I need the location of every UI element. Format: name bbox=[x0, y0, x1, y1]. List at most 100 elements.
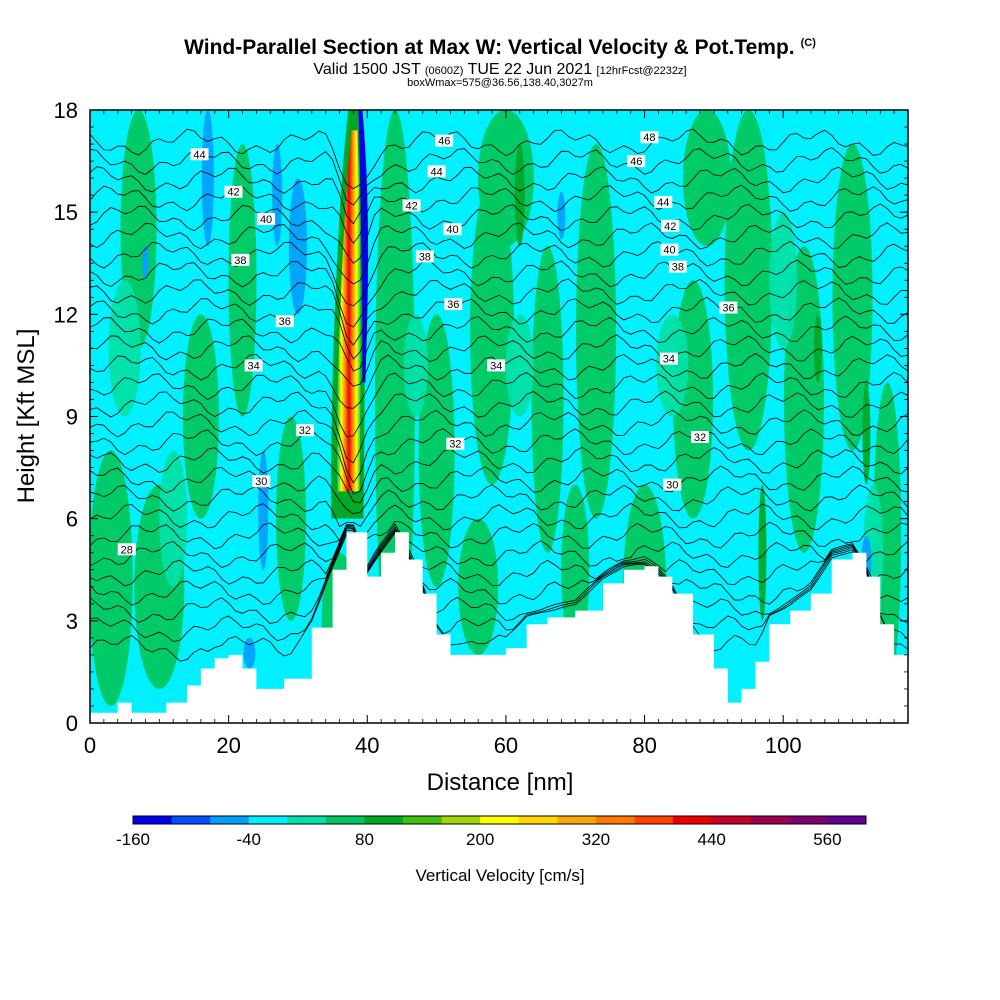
teal-region bbox=[505, 314, 534, 417]
theta-contour-line bbox=[90, 528, 908, 606]
theta-contour-line bbox=[90, 520, 908, 550]
theta-label-box bbox=[117, 543, 136, 556]
colorbar-swatch bbox=[248, 816, 288, 824]
theta-label-box bbox=[661, 219, 680, 232]
green-region bbox=[276, 416, 307, 621]
theta-label: 34 bbox=[490, 360, 502, 372]
theta-label: 30 bbox=[666, 480, 678, 492]
theta-label: 38 bbox=[419, 251, 431, 263]
theta-contour-line bbox=[90, 371, 908, 438]
theta-contour-line bbox=[90, 409, 908, 484]
theta-label: 32 bbox=[449, 439, 461, 451]
x-tick-label: 0 bbox=[84, 733, 96, 758]
theta-label: 44 bbox=[430, 166, 442, 178]
dark-green-streak bbox=[514, 144, 525, 247]
theta-contour-line bbox=[90, 296, 908, 360]
colorbar-swatch bbox=[673, 816, 713, 824]
theta-label: 42 bbox=[664, 221, 676, 233]
dark-green-streak bbox=[813, 314, 822, 383]
x-tick-label: 40 bbox=[355, 733, 379, 758]
theta-label: 40 bbox=[260, 214, 272, 226]
green-region bbox=[458, 518, 499, 655]
box-info: boxWmax=575@36.56,138.40,3027m bbox=[407, 77, 593, 89]
copyright-mark: (C) bbox=[800, 37, 816, 49]
y-tick-label: 12 bbox=[54, 302, 78, 327]
colorbar: -160 -40 80 200 320 440 560 bbox=[116, 815, 867, 849]
theta-contour-line bbox=[90, 390, 908, 464]
colorbar-swatch bbox=[210, 816, 250, 824]
colorbar-swatch bbox=[287, 816, 327, 824]
theta-label-box bbox=[224, 185, 243, 198]
green-region bbox=[832, 144, 873, 451]
theta-label: 42 bbox=[406, 200, 418, 212]
theta-label: 34 bbox=[663, 354, 675, 366]
theta-label-box bbox=[257, 212, 276, 225]
theta-label-box bbox=[435, 134, 454, 147]
theta-label: 34 bbox=[247, 360, 259, 372]
x-tick-label: 20 bbox=[216, 733, 240, 758]
theta-label-box bbox=[446, 437, 465, 450]
theta-label: 38 bbox=[234, 255, 246, 267]
colorbar-tick-label: 200 bbox=[466, 830, 494, 849]
y-tick-label: 3 bbox=[66, 609, 78, 634]
theta-contour-line bbox=[90, 529, 908, 625]
theta-label-box bbox=[415, 250, 434, 263]
theta-label: 48 bbox=[643, 132, 655, 144]
theta-label-box bbox=[275, 315, 294, 328]
theta-label: 36 bbox=[279, 316, 291, 328]
colorbar-swatch bbox=[325, 816, 365, 824]
valid-date: TUE 22 Jun 2021 bbox=[467, 61, 593, 78]
colorbar-swatch bbox=[711, 816, 751, 824]
theta-label-box bbox=[719, 301, 738, 314]
theta-label-box bbox=[190, 148, 209, 161]
theta-contour-labels: 28 30 32 32 32 30 34 34 34 36 36 36 38 38 38 40 40 40 42 42… bbox=[117, 131, 738, 556]
theta-label-box bbox=[244, 359, 263, 372]
theta-contour-line bbox=[90, 532, 908, 662]
theta-label: 46 bbox=[438, 136, 450, 148]
theta-contour-line bbox=[90, 530, 908, 642]
theta-label: 32 bbox=[694, 432, 706, 444]
colorbar-swatch bbox=[788, 816, 828, 824]
theta-contour-line bbox=[90, 428, 908, 495]
theta-label: 28 bbox=[121, 544, 133, 556]
green-region bbox=[724, 110, 773, 451]
theta-label-box bbox=[668, 260, 687, 273]
theta-contour-line bbox=[90, 203, 908, 264]
green-region bbox=[90, 450, 133, 706]
x-tick-label: 80 bbox=[632, 733, 656, 758]
colorbar-tick-label: 320 bbox=[582, 830, 610, 849]
chart-title: Wind-Parallel Section at Max W: Vertical… bbox=[0, 36, 1000, 60]
theta-contour-line bbox=[90, 526, 908, 587]
theta-label-box bbox=[252, 475, 271, 488]
theta-contour-line bbox=[90, 465, 908, 515]
colorbar-swatch bbox=[480, 816, 520, 824]
downdraft-region bbox=[272, 144, 283, 247]
y-tick-label: 9 bbox=[66, 405, 78, 430]
x-axis-label: Distance [nm] bbox=[427, 769, 574, 796]
theta-label-box bbox=[443, 223, 462, 236]
green-region bbox=[418, 314, 455, 587]
green-region bbox=[682, 110, 731, 247]
theta-label-box bbox=[487, 359, 506, 372]
theta-label-box bbox=[691, 430, 710, 443]
colorbar-label: Vertical Velocity [cm/s] bbox=[415, 866, 584, 885]
green-region bbox=[531, 246, 564, 553]
colorbar-swatch bbox=[364, 816, 404, 824]
theta-label: 38 bbox=[672, 262, 684, 274]
theta-contour-line bbox=[90, 241, 908, 307]
theta-label-box bbox=[427, 165, 446, 178]
theta-label: 46 bbox=[630, 156, 642, 168]
theta-label-box bbox=[627, 155, 646, 168]
theta-label-box bbox=[402, 199, 421, 212]
colorbar-swatch bbox=[750, 816, 790, 824]
y-axis-label: Height [Kft MSL] bbox=[13, 329, 40, 504]
theta-label: 44 bbox=[193, 149, 205, 161]
theta-contour-line bbox=[90, 147, 908, 206]
theta-label-box bbox=[659, 352, 678, 365]
colorbar-swatch bbox=[403, 816, 443, 824]
theta-contour-line bbox=[90, 222, 908, 285]
teal-region bbox=[108, 280, 141, 417]
teal-region bbox=[159, 450, 188, 587]
